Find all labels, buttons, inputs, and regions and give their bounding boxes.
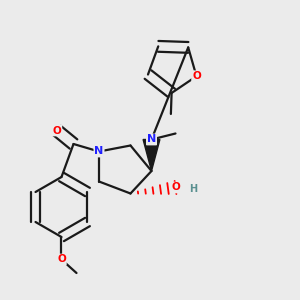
Text: O: O	[192, 71, 201, 81]
Text: O: O	[57, 254, 66, 265]
Text: H: H	[189, 184, 198, 194]
Text: N: N	[94, 146, 103, 157]
Text: N: N	[147, 134, 156, 145]
Text: O: O	[52, 125, 62, 136]
Text: O: O	[171, 182, 180, 193]
Polygon shape	[143, 140, 160, 171]
